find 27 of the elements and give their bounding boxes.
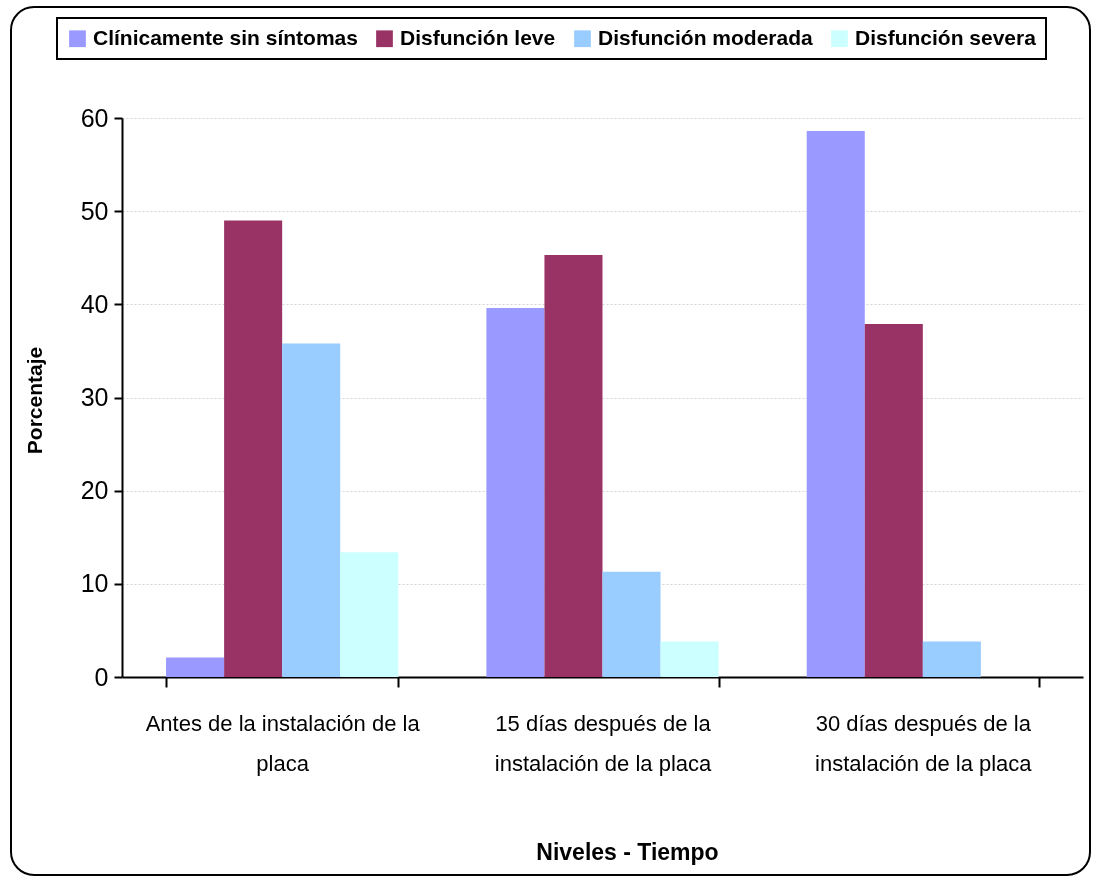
bar <box>660 641 719 677</box>
bar <box>544 254 603 677</box>
y-tick-label: 60 <box>80 103 109 132</box>
legend-label: Disfunción leve <box>400 25 556 49</box>
y-axis-title: Porcentaje <box>22 346 46 455</box>
x-axis-title: Niveles - Tiempo <box>536 838 719 865</box>
bar <box>602 571 661 677</box>
y-tick-label: 40 <box>80 289 109 318</box>
legend-label: Disfunción moderada <box>598 25 814 49</box>
bar <box>486 308 545 677</box>
bar <box>922 641 981 677</box>
bar <box>864 323 923 677</box>
y-tick-label: 50 <box>80 196 109 225</box>
bar <box>340 552 399 677</box>
x-tick-label: 15 días después de la instalación de la placa <box>494 710 712 776</box>
x-tick-label: 30 días después de la instalación de la placa <box>815 710 1033 776</box>
bar <box>224 220 283 677</box>
y-tick-label: 20 <box>80 476 109 505</box>
legend-label: Clínicamente sin síntomas <box>93 25 358 49</box>
bar <box>282 343 341 677</box>
bar <box>806 131 865 677</box>
y-tick-label: 0 <box>94 662 109 691</box>
bar <box>166 657 225 677</box>
y-tick-label: 30 <box>80 383 109 411</box>
legend-label: Disfunción severa <box>855 25 1037 49</box>
y-tick-label: 10 <box>80 569 109 598</box>
x-tick-label: Antes de la instalación de la placa <box>145 710 421 776</box>
